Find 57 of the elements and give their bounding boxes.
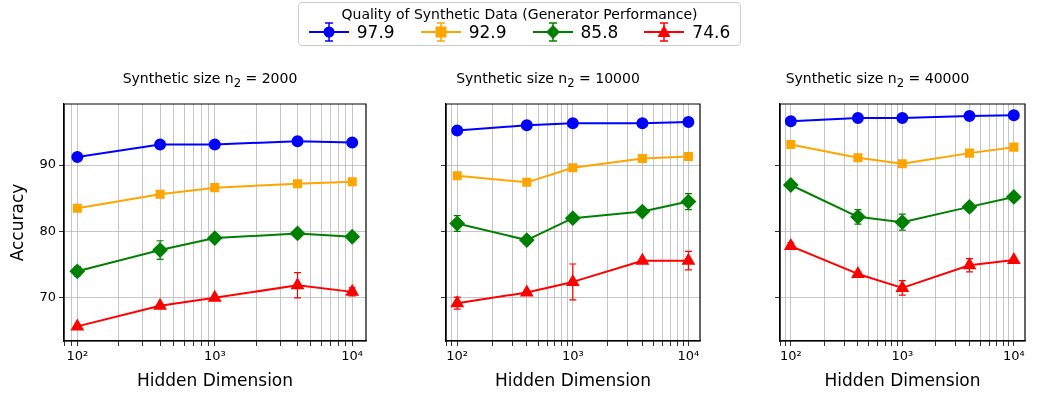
y-tick-label: 70 bbox=[39, 289, 56, 305]
y-tick-label: 80 bbox=[39, 222, 56, 238]
x-axis-title: Hidden Dimension bbox=[136, 370, 294, 391]
x-tick-label: 10² bbox=[66, 348, 89, 364]
point bbox=[682, 115, 695, 128]
x-tick-label: 10² bbox=[446, 348, 469, 364]
point bbox=[1009, 142, 1019, 152]
point bbox=[1007, 253, 1021, 265]
point bbox=[565, 210, 581, 226]
point bbox=[896, 280, 909, 292]
x-tick-label: 10³ bbox=[203, 348, 226, 364]
x-axis-title: Hidden Dimension bbox=[824, 370, 981, 391]
point bbox=[71, 151, 84, 164]
point bbox=[894, 214, 910, 230]
y-tick-label: 90 bbox=[39, 156, 56, 172]
chart-title: Synthetic size n$_{2}$ = 40000 bbox=[784, 70, 971, 92]
y-axis-title: Accuracy bbox=[6, 183, 27, 262]
point bbox=[680, 194, 696, 210]
point bbox=[451, 124, 464, 137]
x-tick-label: 10² bbox=[779, 348, 802, 364]
point bbox=[346, 136, 359, 149]
x-tick-label: 10³ bbox=[561, 348, 584, 364]
x-tick-label: 10³ bbox=[891, 348, 914, 364]
point bbox=[71, 319, 84, 331]
point bbox=[347, 177, 357, 187]
chart-title: Synthetic size n$_{2}$ = 2000 bbox=[121, 70, 299, 92]
x-tick-label: 10⁴ bbox=[677, 348, 700, 364]
point bbox=[783, 177, 799, 193]
x-tick-label: 10⁴ bbox=[341, 348, 364, 364]
point bbox=[784, 115, 797, 128]
chart-title: Synthetic size n$_{2}$ = 10000 bbox=[455, 70, 641, 92]
legend-title: Quality of Synthetic Data (Generator Performance) bbox=[340, 6, 699, 22]
point bbox=[566, 274, 579, 286]
point bbox=[1006, 189, 1022, 205]
legend-label: 92.9 bbox=[468, 22, 507, 42]
point bbox=[208, 138, 221, 151]
legend-label: 97.9 bbox=[356, 22, 395, 42]
point bbox=[452, 171, 462, 181]
point bbox=[896, 111, 909, 124]
point bbox=[897, 159, 907, 169]
point bbox=[344, 229, 360, 245]
point bbox=[208, 290, 221, 302]
point bbox=[1007, 109, 1020, 122]
legend-label: 74.6 bbox=[692, 22, 731, 42]
point bbox=[568, 163, 578, 173]
point bbox=[786, 139, 796, 150]
legend-label: 85.8 bbox=[580, 22, 619, 42]
point bbox=[682, 253, 695, 265]
x-tick-label: 10⁴ bbox=[1002, 348, 1025, 364]
point bbox=[449, 216, 465, 231]
point bbox=[207, 230, 223, 246]
point bbox=[72, 203, 82, 213]
point bbox=[210, 183, 220, 193]
point bbox=[566, 117, 579, 130]
point bbox=[69, 263, 85, 279]
x-axis-title: Hidden Dimension bbox=[494, 370, 652, 391]
point bbox=[683, 151, 693, 161]
